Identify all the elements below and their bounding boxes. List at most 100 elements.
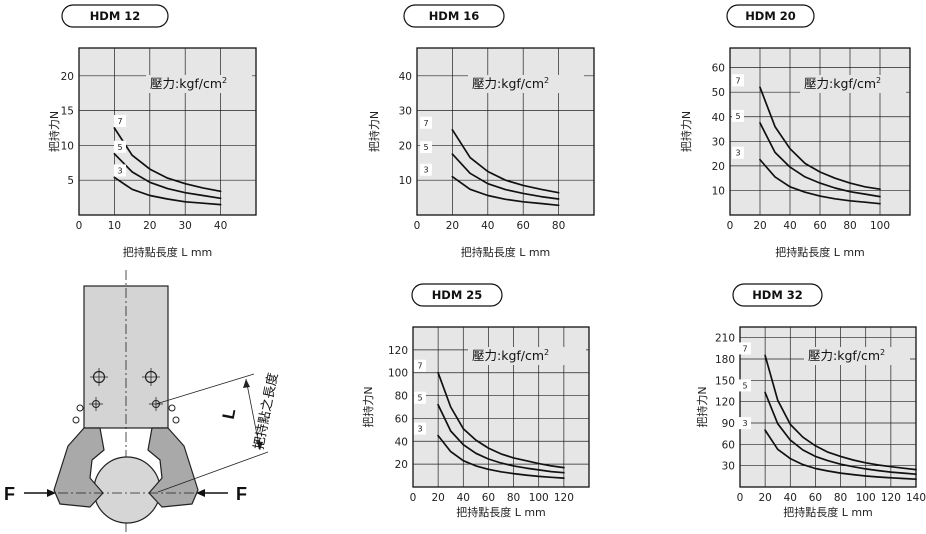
x-axis-title: 把持點長度 L mm [123,245,213,259]
series-label-bg [114,140,126,153]
pressure-legend-superscript: 2 [222,76,227,85]
y-tick-label: 40 [712,112,725,124]
series-line-3 [451,175,560,207]
pressure-legend-text: 壓力:kgf/cm [150,76,222,91]
series-label: 7 [117,117,122,126]
x-tick-label: 60 [482,492,495,504]
series-label-bg [420,116,432,129]
y-tick-label: 10 [399,175,412,187]
y-tick-label: 120 [715,397,735,409]
series-label-bg [732,146,744,159]
series-label: 3 [742,419,747,428]
workpiece [93,456,161,524]
pressure-legend-bg [804,347,910,365]
x-tick-label: 0 [410,492,417,504]
pressure-legend-bg [468,347,586,365]
series-line-5 [764,391,917,476]
model-badge [726,4,815,28]
series-line-7 [451,128,560,194]
series-line-3 [764,429,917,481]
series-label-bg [114,164,126,177]
series-label: 7 [735,76,740,85]
pivot-bolt-right [142,368,160,386]
length-dimension [155,373,269,493]
x-tick-label: 80 [834,492,847,504]
chart-1: HDM 16 0 20 40 60 80 10 20 30 40 壓力:kgf/cm2 7 5 3 把持點長… [367,4,595,259]
y-tick-label: 20 [395,459,408,471]
x-tick-label: 40 [783,220,796,232]
x-tick-label: 40 [457,492,470,504]
series-label: 5 [117,143,122,152]
length-symbol: L [219,407,240,421]
series-label-bg [114,115,126,128]
chart-0: HDM 12 0 10 20 30 40 5 10 15 20 壓力:kgf/cm2 7 5 3 把持點長度… [47,4,257,259]
series-label-bg [739,379,751,392]
length-caption: 把持點之長度 [251,371,281,450]
jaw-left [53,427,105,508]
series-line-3 [113,176,222,206]
model-badge-label: HDM 16 [429,9,480,23]
hinge-right-a [168,404,176,412]
jaw-right [147,427,199,508]
chart-3: HDM 25 0 20 40 60 80 100 120 20 40 60 80 100 120 壓力:kg… [361,283,590,519]
hinge-left-b [72,416,80,424]
y-tick-label: 20 [712,161,725,173]
y-tick-label: 40 [395,436,408,448]
x-tick-label: 20 [758,492,771,504]
series-label: 5 [423,143,428,152]
series-label: 3 [117,166,122,175]
series-line-7 [113,127,222,193]
series-label-bg [739,342,751,355]
pressure-legend-superscript: 2 [544,348,549,357]
model-badge [411,283,503,307]
series-label-bg [732,109,744,122]
hinge-left-a [76,404,84,412]
force-arrow-right [196,489,228,497]
y-tick-label: 30 [722,461,735,473]
force-label-left: F [4,484,15,504]
pressure-legend: 壓力:kgf/cm2 [472,76,549,91]
series-line-5 [759,122,881,198]
series-label: 7 [423,119,428,128]
series-label-bg [414,359,426,372]
y-axis-title: 把持力N [695,386,709,427]
series-line-7 [764,354,917,471]
series-line-5 [437,403,565,474]
force-label-right: F [236,484,247,504]
x-axis-title: 把持點長度 L mm [456,505,546,519]
x-axis-title: 把持點長度 L mm [775,245,865,259]
y-tick-label: 120 [388,345,408,357]
x-tick-label: 120 [881,492,901,504]
y-axis-title: 把持力N [361,386,375,427]
series-label-bg [414,422,426,435]
x-axis-title: 把持點長度 L mm [783,505,873,519]
x-axis-title: 把持點長度 L mm [461,245,551,259]
series-line-7 [759,86,881,191]
y-tick-label: 40 [399,71,412,83]
y-axis-title: 把持力N [367,111,381,152]
pressure-legend: 壓力:kgf/cm2 [808,348,885,363]
x-tick-label: 80 [552,220,565,232]
y-tick-label: 15 [61,106,74,118]
plot-area [78,47,257,216]
y-tick-label: 50 [712,87,725,99]
x-tick-label: 20 [431,492,444,504]
gripper-diagram: F F L 把持點之長度 [4,270,280,534]
x-tick-label: 120 [554,492,574,504]
force-arrow-left [24,489,56,497]
y-tick-label: 30 [399,106,412,118]
series-label: 7 [742,344,747,353]
x-tick-label: 60 [813,220,826,232]
x-tick-label: 20 [143,220,156,232]
pressure-legend-text: 壓力:kgf/cm [804,76,876,91]
y-tick-label: 5 [67,175,74,187]
y-tick-label: 180 [715,354,735,366]
model-badge-label: HDM 25 [432,288,483,302]
y-tick-label: 10 [712,185,725,197]
model-badge [61,4,169,28]
pressure-legend: 壓力:kgf/cm2 [472,348,549,363]
pressure-legend-text: 壓力:kgf/cm [808,348,880,363]
y-tick-label: 150 [715,375,735,387]
x-tick-label: 0 [414,220,421,232]
